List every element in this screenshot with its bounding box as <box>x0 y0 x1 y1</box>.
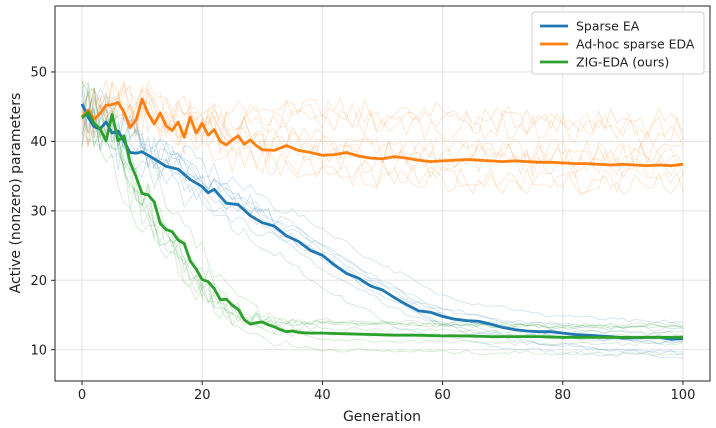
run-trace-line <box>81 82 684 138</box>
x-tick-label: 80 <box>555 388 572 403</box>
run-trace-line <box>81 107 684 338</box>
run-trace-line <box>81 78 684 148</box>
run-trace-line <box>81 87 684 324</box>
run-trace-line <box>81 94 684 168</box>
run-trace-line <box>81 100 684 329</box>
run-trace-line <box>81 129 684 327</box>
axis-ticks: 0 20 40 60 80 100 10 20 30 40 50 <box>30 65 695 403</box>
run-trace-line <box>81 90 684 356</box>
legend-label-2: ZIG-EDA (ours) <box>576 55 669 70</box>
legend-label-0: Sparse EA <box>576 19 640 34</box>
series-line-2 <box>81 110 683 339</box>
run-trace-line <box>81 79 684 175</box>
run-trace-line <box>81 79 684 142</box>
x-tick-label: 40 <box>314 388 331 403</box>
legend-label-1: Ad-hoc sparse EDA <box>576 37 695 52</box>
run-trace-line <box>81 88 684 335</box>
y-tick-label: 10 <box>30 343 47 358</box>
y-tick-label: 30 <box>30 204 47 219</box>
legend-box <box>531 11 705 75</box>
run-trace-line <box>81 109 684 345</box>
run-trace-line <box>81 82 684 330</box>
run-trace-line <box>81 97 684 347</box>
series-line-0 <box>80 103 684 341</box>
run-traces <box>81 78 684 359</box>
series-lines <box>80 97 684 341</box>
plot-frame <box>54 5 711 382</box>
y-tick-label: 50 <box>30 65 47 80</box>
x-axis-label: Generation <box>343 409 421 425</box>
x-tick-label: 0 <box>78 388 86 403</box>
y-axis-label: Active (nonzero) parameters <box>8 93 24 294</box>
x-tick-label: 100 <box>671 388 696 403</box>
legend: Sparse EA Ad-hoc sparse EDA ZIG-EDA (ours) <box>531 11 705 75</box>
y-tick-label: 20 <box>30 274 47 289</box>
x-tick-label: 20 <box>194 388 211 403</box>
x-tick-label: 60 <box>434 388 451 403</box>
run-trace-line <box>81 94 684 359</box>
run-trace-line <box>81 81 683 329</box>
y-tick-label: 40 <box>30 135 47 150</box>
series-line-1 <box>80 97 684 168</box>
